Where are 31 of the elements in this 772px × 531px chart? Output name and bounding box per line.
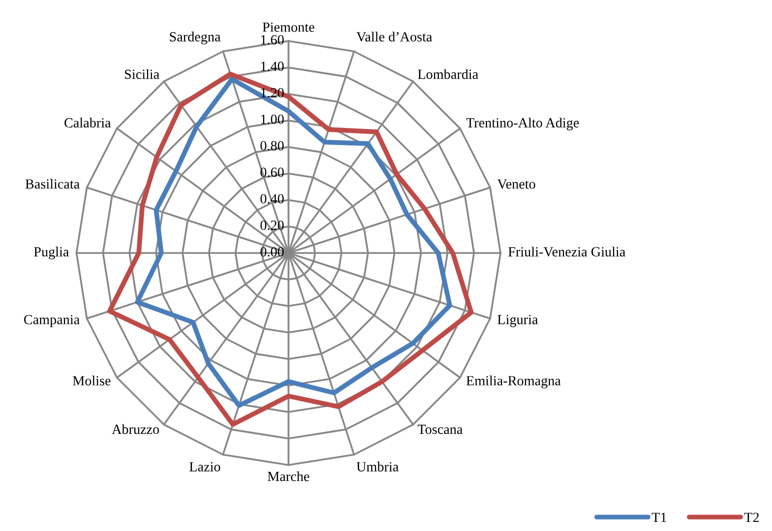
y-tick-label: 0.00 — [260, 247, 284, 257]
spoke-label: Trentino-Alto Adige — [466, 118, 579, 130]
spoke-label: Valle d’Aosta — [356, 32, 432, 42]
spoke-label: Abruzzo — [112, 424, 159, 434]
y-tick-label: 1.60 — [261, 35, 284, 45]
spoke-label: Umbria — [356, 462, 399, 472]
spoke-label: Molise — [72, 376, 111, 386]
y-tick-label: 1.00 — [261, 114, 284, 124]
y-tick-label: 0.40 — [260, 194, 284, 204]
legend-label: T1 — [652, 512, 666, 522]
y-tick-label: 0.80 — [260, 141, 284, 151]
spoke-label: Calabria — [64, 118, 111, 128]
spoke-label: Veneto — [497, 179, 536, 189]
y-tick-label: 0.60 — [260, 168, 284, 178]
spoke-label: Basilicata — [25, 178, 80, 189]
spoke-label: Lombardia — [418, 69, 478, 79]
legend-label: T2 — [744, 512, 759, 522]
spoke-label: Campania — [24, 314, 80, 328]
spoke-label: Sardegna — [170, 32, 221, 44]
spoke-label: Emilia-Romagna — [466, 376, 561, 388]
spoke-label: Toscana — [418, 424, 463, 434]
spoke-label: Sicilia — [124, 69, 160, 79]
spoke-label: Marche — [268, 471, 310, 482]
spoke-label: Friuli-Venezia Giulia — [508, 246, 626, 257]
y-tick-label: 1.40 — [261, 62, 284, 72]
spoke-label: Liguria — [498, 314, 538, 328]
spoke-label: Puglia — [34, 246, 69, 260]
spoke-label: Piemonte — [262, 22, 314, 32]
y-tick-label: 1.20 — [261, 88, 284, 98]
spoke-label: Lazio — [189, 462, 220, 472]
y-tick-label: 0.20 — [260, 220, 284, 230]
